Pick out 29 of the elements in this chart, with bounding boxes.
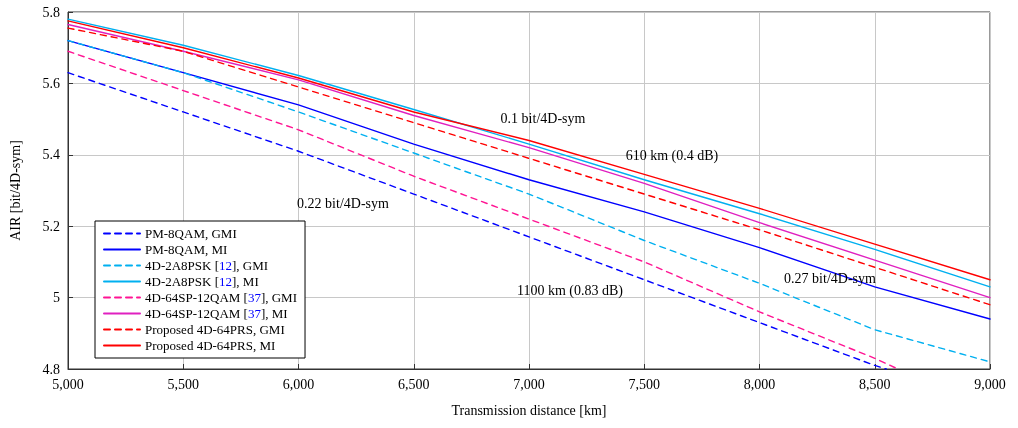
x-tick-label: 9,000	[974, 376, 1006, 392]
x-tick-label: 7,500	[628, 376, 660, 392]
y-tick-label: 5	[53, 290, 60, 306]
x-tick-label: 8,500	[859, 376, 891, 392]
annotation: 1100 km (0.83 dB)	[516, 282, 624, 299]
legend-label: PM-8QAM, GMI	[145, 226, 237, 241]
legend-label: Proposed 4D-64PRS, MI	[145, 338, 276, 353]
annotation: 610 km (0.4 dB)	[625, 147, 719, 164]
y-tick-label: 4.8	[42, 361, 60, 377]
legend-label: 4D-2A8PSK [12], GMI	[145, 258, 269, 273]
x-tick-label: 6,000	[282, 376, 315, 392]
x-tick-label: 8,000	[743, 376, 776, 392]
legend-label: 4D-2A8PSK [12], MI	[145, 274, 259, 289]
y-tick-label: 5.8	[42, 4, 60, 20]
y-tick-label: 5.2	[42, 218, 60, 234]
x-tick-label: 6,500	[398, 376, 430, 392]
annotation: 0.22 bit/4D-sym	[297, 195, 389, 211]
x-axis-title: Transmission distance [km]	[451, 402, 607, 418]
y-axis-title: AIR [bit/4D-sym]	[7, 140, 23, 241]
legend-label: 4D-64SP-12QAM [37], GMI	[145, 290, 298, 305]
y-tick-label: 5.6	[42, 75, 60, 91]
legend-label: PM-8QAM, MI	[145, 242, 228, 257]
legend-label: Proposed 4D-64PRS, GMI	[145, 322, 285, 337]
y-tick-label: 5.4	[42, 147, 60, 163]
x-tick-label: 5,500	[167, 376, 199, 392]
legend-label: 4D-64SP-12QAM [37], MI	[145, 306, 288, 321]
x-tick-label: 7,000	[513, 376, 545, 392]
x-tick-label: 5,000	[52, 376, 84, 392]
annotation: 0.1 bit/4D-sym	[500, 110, 586, 126]
